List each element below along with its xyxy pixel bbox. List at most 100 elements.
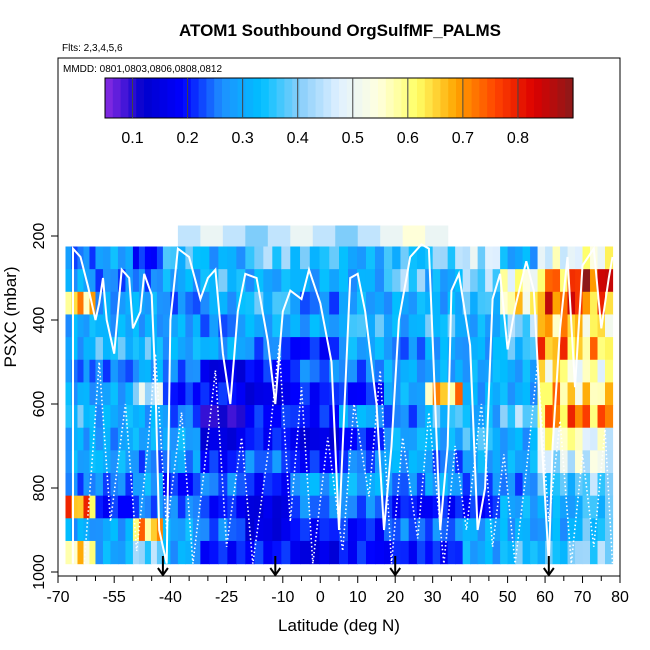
heatmap-cell <box>209 291 219 316</box>
heatmap-cell <box>77 405 85 429</box>
heatmap-cell <box>272 495 282 519</box>
upper-band-cell <box>380 225 404 247</box>
colorbar-swatch <box>159 78 168 118</box>
heatmap-cell <box>245 473 255 497</box>
colorbar-swatch <box>175 78 184 118</box>
heatmap-cell <box>432 246 441 270</box>
heatmap-cell <box>347 518 358 542</box>
heatmap-cell <box>125 405 134 429</box>
heatmap-cell <box>309 540 321 565</box>
heatmap-cell <box>575 269 584 293</box>
heatmap-cell <box>290 495 301 519</box>
heatmap-cell <box>162 269 171 293</box>
heatmap-cell <box>500 269 509 293</box>
colorbar-swatch <box>276 78 285 118</box>
heatmap-cell <box>477 246 486 270</box>
heatmap-cell <box>545 359 554 383</box>
heatmap-cell <box>329 337 340 361</box>
heatmap-cell <box>383 405 393 429</box>
heatmap-cell <box>132 337 140 361</box>
heatmap-cell <box>440 314 449 338</box>
heatmap-cell <box>95 269 104 293</box>
heatmap-cell <box>319 246 330 270</box>
colorbar-swatch <box>534 78 543 118</box>
heatmap-cell <box>281 382 291 406</box>
heatmap-cell <box>200 359 210 383</box>
heatmap-cell <box>300 518 311 542</box>
heatmap-cell <box>567 495 576 519</box>
heatmap-cell <box>392 427 402 451</box>
colorbar-swatch <box>300 78 309 118</box>
heatmap-cell <box>392 382 402 406</box>
heatmap-cell <box>281 540 291 565</box>
heatmap-cell <box>290 518 301 542</box>
heatmap-cell <box>192 495 201 519</box>
heatmap-cell <box>447 246 456 270</box>
heatmap-cell <box>71 269 79 293</box>
heatmap-cell <box>575 382 584 406</box>
heatmap-cell <box>485 473 494 497</box>
heatmap-cell <box>440 405 449 429</box>
colorbar-tick-label: 0.7 <box>452 130 474 147</box>
colorbar-swatch <box>214 78 223 118</box>
heatmap-cell <box>560 518 569 542</box>
colorbar-swatch <box>354 78 363 118</box>
heatmap-cell <box>515 314 524 338</box>
heatmap-cell <box>522 337 531 361</box>
heatmap-cell <box>597 269 606 293</box>
colorbar-swatch <box>222 78 231 118</box>
heatmap-cell <box>272 540 282 565</box>
descent-marker-arrow <box>157 556 169 577</box>
heatmap-cell <box>254 427 264 451</box>
heatmap-cell <box>156 473 164 497</box>
heatmap-cell <box>425 518 434 542</box>
heatmap-cell <box>156 382 164 406</box>
heatmap-cell <box>455 473 464 497</box>
heatmap-cell <box>567 450 576 474</box>
heatmap-cell <box>545 427 554 451</box>
heatmap-cell <box>567 427 576 451</box>
heatmap-cell <box>192 405 201 429</box>
heatmap-cell <box>281 337 291 361</box>
heatmap-cell <box>515 337 524 361</box>
heatmap-cell <box>272 450 282 474</box>
heatmap-cell <box>425 359 434 383</box>
heatmap-cell <box>117 495 127 519</box>
heatmap-cell <box>383 450 393 474</box>
heatmap-cell <box>500 405 509 429</box>
heatmap-cell <box>347 405 358 429</box>
heatmap-cell <box>500 518 509 542</box>
heatmap-cell <box>150 405 158 429</box>
heatmap-cell <box>537 337 546 361</box>
heatmap-cell <box>582 450 591 474</box>
heatmap-cell <box>492 405 501 429</box>
heatmap-cell <box>374 495 385 519</box>
heatmap-cell <box>200 269 210 293</box>
heatmap-cell <box>515 291 524 316</box>
heatmap-cell <box>89 405 97 429</box>
heatmap-cell <box>416 359 426 383</box>
heatmap-cell <box>150 473 158 497</box>
heatmap-cell <box>102 427 112 451</box>
heatmap-cell <box>477 314 486 338</box>
heatmap-cell <box>597 291 606 316</box>
heatmap-cell <box>432 382 441 406</box>
heatmap-cell <box>597 450 606 474</box>
heatmap-cell <box>77 495 85 519</box>
heatmap-cell <box>138 382 146 406</box>
heatmap-cell <box>383 337 393 361</box>
heatmap-cell <box>590 291 599 316</box>
heatmap-cell <box>89 337 97 361</box>
heatmap-cell <box>339 450 349 474</box>
heatmap-cell <box>71 337 79 361</box>
x-tick-label: -70 <box>46 589 69 606</box>
colorbar-swatch <box>417 78 426 118</box>
colorbar-swatch <box>393 78 402 118</box>
heatmap-cell <box>209 359 219 383</box>
heatmap-cell <box>185 427 194 451</box>
heatmap-cell <box>408 450 418 474</box>
heatmap-cell <box>339 359 349 383</box>
chart-subtitle: Flts: 2,3,4,5,6 <box>62 43 123 54</box>
heatmap-cell <box>492 337 501 361</box>
heatmap-cell <box>470 246 479 270</box>
